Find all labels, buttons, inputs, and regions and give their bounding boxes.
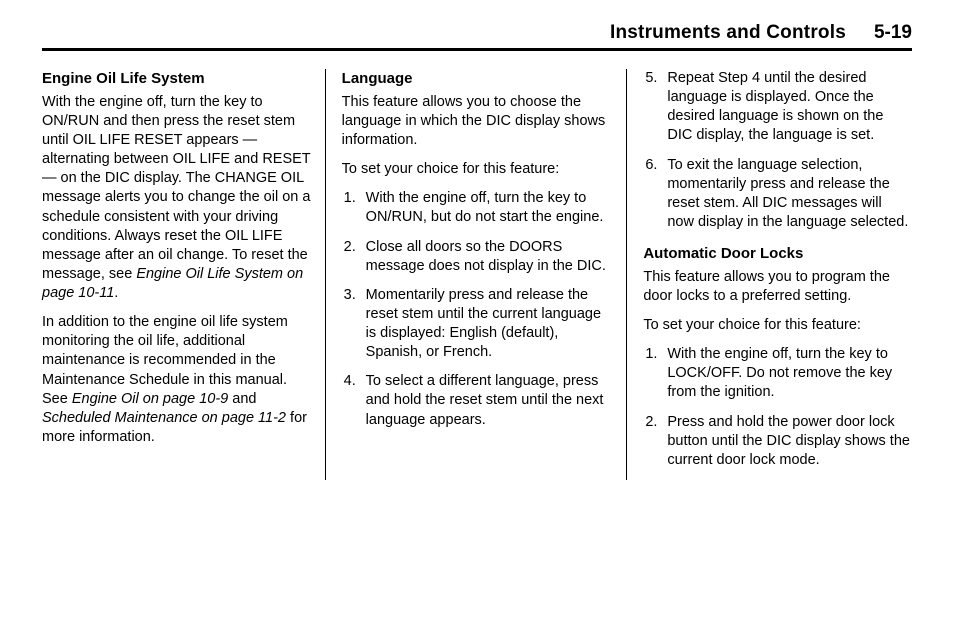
xref-italic: Scheduled Maintenance on page 11‑2	[42, 410, 286, 426]
body-paragraph: In addition to the engine oil life syste…	[42, 313, 311, 447]
body-paragraph: This feature allows you to program the d…	[643, 268, 912, 306]
list-item: Close all doors so the DOORS message doe…	[342, 238, 611, 276]
numbered-list: With the engine off, turn the key to LOC…	[643, 345, 912, 470]
section-heading-engine-oil: Engine Oil Life System	[42, 69, 311, 89]
text-run: and	[228, 391, 256, 407]
column-2: Language This feature allows you to choo…	[325, 69, 628, 480]
page-header: Instruments and Controls 5-19	[42, 22, 912, 51]
section-heading-auto-door-locks: Automatic Door Locks	[643, 244, 912, 264]
body-paragraph: To set your choice for this feature:	[342, 160, 611, 179]
header-title: Instruments and Controls	[610, 22, 846, 44]
header-pagenum: 5-19	[874, 22, 912, 44]
text-run: .	[114, 285, 118, 301]
column-3: Repeat Step 4 until the desired language…	[627, 69, 912, 480]
list-item: To exit the language selection, momentar…	[643, 156, 912, 233]
body-paragraph: This feature allows you to choose the la…	[342, 93, 611, 150]
list-item: With the engine off, turn the key to LOC…	[643, 345, 912, 402]
text-run: With the engine off, turn the key to ON/…	[42, 94, 310, 282]
section-heading-language: Language	[342, 69, 611, 89]
list-item: Momentarily press and release the reset …	[342, 286, 611, 363]
column-container: Engine Oil Life System With the engine o…	[42, 69, 912, 480]
numbered-list-continued: Repeat Step 4 until the desired language…	[643, 69, 912, 232]
manual-page: Instruments and Controls 5-19 Engine Oil…	[0, 0, 954, 638]
column-1: Engine Oil Life System With the engine o…	[42, 69, 325, 480]
numbered-list: With the engine off, turn the key to ON/…	[342, 189, 611, 429]
list-item: With the engine off, turn the key to ON/…	[342, 189, 611, 227]
list-item: Repeat Step 4 until the desired language…	[643, 69, 912, 146]
list-item: Press and hold the power door lock butto…	[643, 413, 912, 470]
list-item: To select a different language, press an…	[342, 372, 611, 429]
xref-italic: Engine Oil on page 10‑9	[72, 391, 228, 407]
body-paragraph: With the engine off, turn the key to ON/…	[42, 93, 311, 303]
body-paragraph: To set your choice for this feature:	[643, 316, 912, 335]
